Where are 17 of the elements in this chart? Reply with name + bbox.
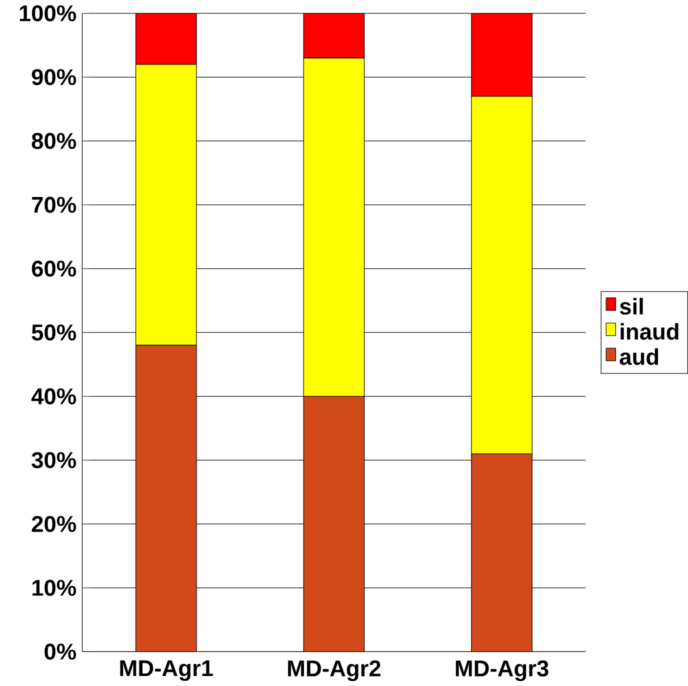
legend-label: sil bbox=[620, 298, 643, 314]
y-tick-label: 20% bbox=[32, 516, 76, 532]
y-tick-label: 40% bbox=[31, 388, 76, 404]
y-tick-label: 0% bbox=[44, 643, 76, 660]
y-tick-label: 10% bbox=[32, 580, 76, 596]
y-tick-label: 60% bbox=[32, 260, 76, 277]
legend-label: aud bbox=[620, 348, 658, 365]
y-tick-label: 30% bbox=[32, 452, 76, 468]
x-tick-label: MD-Agr3 bbox=[456, 660, 548, 681]
y-tick-label: 90% bbox=[32, 68, 76, 86]
y-tick-label: 50% bbox=[32, 324, 76, 340]
legend-label: inaud bbox=[620, 322, 678, 340]
x-tick-label: MD-Agr2 bbox=[288, 660, 380, 681]
y-tick-label: 100% bbox=[20, 5, 76, 22]
x-tick-label: MD-Agr1 bbox=[120, 660, 213, 681]
y-tick-label: 70% bbox=[32, 196, 76, 213]
y-tick-label: 80% bbox=[32, 132, 76, 149]
